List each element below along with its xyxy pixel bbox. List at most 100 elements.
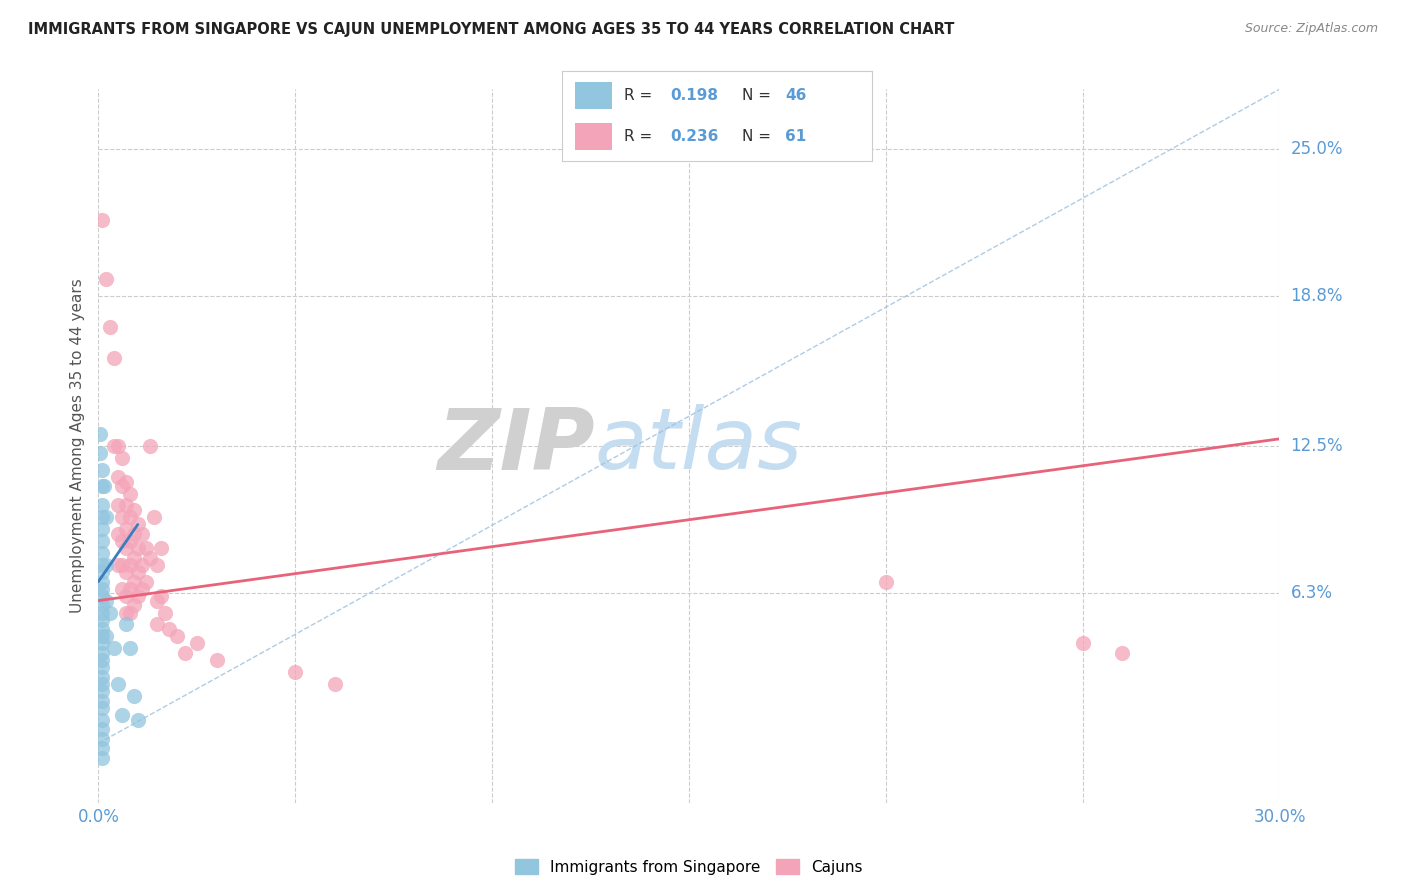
Point xyxy=(115,589,138,603)
Point xyxy=(174,646,197,660)
Bar xyxy=(575,82,612,109)
Point xyxy=(91,629,114,643)
Legend: Immigrants from Singapore, Cajuns: Immigrants from Singapore, Cajuns xyxy=(509,853,869,880)
Point xyxy=(118,534,141,549)
Point xyxy=(131,582,153,596)
Point xyxy=(91,700,114,714)
Point xyxy=(107,677,129,691)
Point xyxy=(90,463,112,477)
Point xyxy=(91,522,114,536)
Point xyxy=(89,446,111,460)
Point xyxy=(91,636,114,650)
Point xyxy=(91,713,114,727)
Point xyxy=(91,589,114,603)
Point xyxy=(115,617,138,632)
Point xyxy=(91,750,114,764)
Point xyxy=(107,558,129,572)
Text: 46: 46 xyxy=(785,88,807,103)
Point xyxy=(138,550,160,565)
Point xyxy=(103,439,125,453)
Point xyxy=(91,479,114,493)
Text: R =: R = xyxy=(624,129,658,144)
Point xyxy=(127,541,149,556)
Point xyxy=(118,510,141,524)
Text: N =: N = xyxy=(742,129,776,144)
Point xyxy=(205,653,228,667)
Point xyxy=(96,593,118,607)
Point xyxy=(91,660,114,674)
Point xyxy=(96,558,118,572)
Point xyxy=(150,541,173,556)
Point xyxy=(122,550,145,565)
Point xyxy=(91,613,114,627)
Point xyxy=(142,510,165,524)
Point xyxy=(1111,646,1133,660)
Point xyxy=(118,582,141,596)
Point xyxy=(91,546,114,560)
Point xyxy=(107,439,129,453)
Point xyxy=(323,677,346,691)
Point xyxy=(91,534,114,549)
Point xyxy=(127,713,149,727)
Text: N =: N = xyxy=(742,88,776,103)
Point xyxy=(186,636,208,650)
Text: atlas: atlas xyxy=(595,404,803,488)
Point xyxy=(91,722,114,736)
Point xyxy=(91,622,114,636)
Point xyxy=(284,665,307,679)
Point xyxy=(107,499,129,513)
Point xyxy=(122,689,145,703)
Point xyxy=(96,272,118,286)
Point xyxy=(98,606,121,620)
Text: Source: ZipAtlas.com: Source: ZipAtlas.com xyxy=(1244,22,1378,36)
Point xyxy=(127,589,149,603)
Point xyxy=(91,646,114,660)
Point xyxy=(118,606,141,620)
Text: R =: R = xyxy=(624,88,658,103)
Point xyxy=(91,731,114,746)
Y-axis label: Unemployment Among Ages 35 to 44 years: Unemployment Among Ages 35 to 44 years xyxy=(70,278,86,614)
Point xyxy=(131,558,153,572)
Point xyxy=(122,574,145,589)
Point xyxy=(91,558,114,572)
Point xyxy=(91,693,114,707)
Point xyxy=(96,629,118,643)
Point xyxy=(138,439,160,453)
Point xyxy=(111,707,134,722)
Point xyxy=(875,574,897,589)
Point xyxy=(146,593,169,607)
Point xyxy=(91,510,114,524)
Point xyxy=(166,629,188,643)
Point xyxy=(115,541,138,556)
Point xyxy=(91,653,114,667)
Point xyxy=(115,606,138,620)
Point xyxy=(146,617,169,632)
Point xyxy=(111,450,134,465)
Point xyxy=(91,677,114,691)
Point xyxy=(115,522,138,536)
Point xyxy=(122,503,145,517)
Point xyxy=(91,606,114,620)
Point xyxy=(111,479,134,493)
Bar xyxy=(575,123,612,150)
Point xyxy=(91,684,114,698)
Point xyxy=(122,527,145,541)
Point xyxy=(107,470,129,484)
Point xyxy=(91,499,114,513)
Text: ZIP: ZIP xyxy=(437,404,595,488)
Point xyxy=(91,741,114,756)
Point xyxy=(91,565,114,579)
Text: 25.0%: 25.0% xyxy=(1291,140,1343,158)
Point xyxy=(118,641,141,656)
Point xyxy=(157,622,180,636)
Point xyxy=(127,565,149,579)
Point xyxy=(115,565,138,579)
Point xyxy=(103,641,125,656)
Point xyxy=(118,486,141,500)
Point xyxy=(98,320,121,334)
Point xyxy=(127,517,149,532)
Text: 6.3%: 6.3% xyxy=(1291,584,1333,602)
Point xyxy=(135,574,157,589)
Point xyxy=(91,599,114,613)
Text: IMMIGRANTS FROM SINGAPORE VS CAJUN UNEMPLOYMENT AMONG AGES 35 TO 44 YEARS CORREL: IMMIGRANTS FROM SINGAPORE VS CAJUN UNEMP… xyxy=(28,22,955,37)
